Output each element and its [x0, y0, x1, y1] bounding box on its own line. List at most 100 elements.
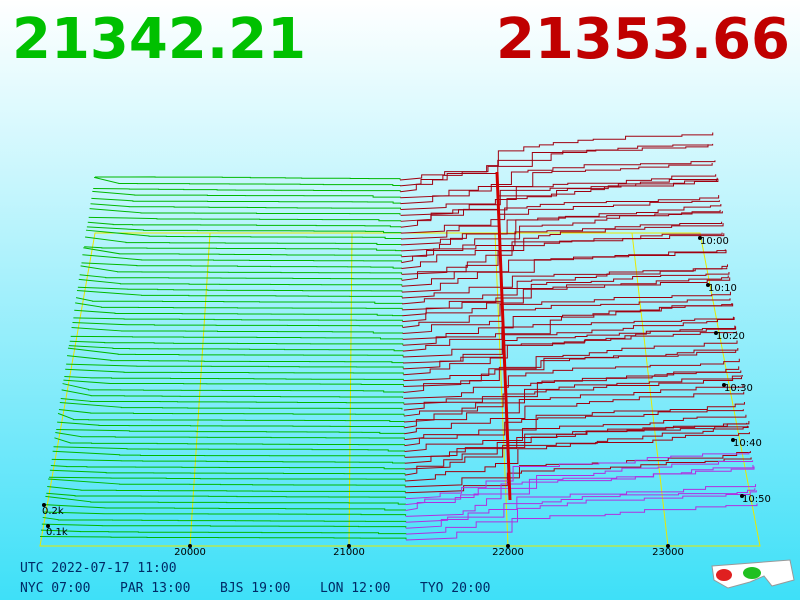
bid-line	[85, 229, 402, 239]
ask-wall	[495, 171, 512, 501]
depth-lines	[39, 132, 758, 541]
ask-line	[405, 488, 756, 523]
time-tick-label: 10:00	[700, 236, 729, 247]
bid-line	[90, 203, 401, 210]
ask-line	[405, 490, 757, 535]
ask-line	[400, 162, 713, 199]
bid-line	[93, 187, 401, 192]
price-tick-label: 23000	[652, 547, 684, 558]
bid-line	[43, 511, 407, 516]
depth-tick-label: 0.1k	[46, 527, 68, 538]
ask-line	[404, 421, 750, 476]
ask-line	[400, 195, 720, 234]
price-tick-label: 21000	[333, 547, 365, 558]
ask-line	[404, 409, 744, 447]
ask-line	[400, 200, 720, 240]
ask-line	[402, 264, 728, 305]
bid-line	[62, 383, 405, 393]
depth-tick-label: 0.2k	[42, 506, 64, 517]
bid-line	[40, 529, 407, 535]
ask-line	[404, 432, 750, 482]
ask-line	[404, 391, 745, 435]
ask-line	[400, 174, 717, 211]
time-tick-label: 10:20	[716, 331, 745, 342]
bid-line	[75, 297, 403, 304]
ask-line	[402, 277, 731, 323]
ask-line	[404, 426, 749, 470]
bid-line	[46, 492, 406, 499]
ask-line	[402, 272, 730, 317]
bid-line	[51, 458, 406, 464]
bid-line	[79, 274, 403, 280]
bid-line	[59, 402, 403, 410]
ask-line	[403, 375, 743, 423]
ask-line	[401, 232, 723, 281]
bid-line	[53, 446, 406, 452]
tick-dot	[731, 438, 735, 442]
utc-time: UTC 2022-07-17 11:00	[20, 561, 177, 576]
ask-line	[402, 298, 731, 334]
bid-line	[84, 246, 402, 252]
bid-line	[49, 476, 406, 481]
tick-dot	[188, 544, 192, 548]
bid-line	[55, 432, 405, 440]
bid-line	[60, 397, 405, 404]
bid-line	[71, 326, 404, 334]
ask-line	[400, 132, 714, 187]
bid-line	[85, 236, 402, 245]
ask-line	[401, 249, 727, 293]
ask-line	[403, 370, 742, 411]
ask-line	[404, 384, 744, 429]
ask-line	[404, 414, 747, 452]
bid-line	[61, 389, 404, 398]
bid-line	[87, 221, 402, 228]
clock-label: NYC 07:00	[20, 581, 90, 596]
bid-line	[41, 523, 407, 528]
price-tick-label: 20000	[174, 547, 206, 558]
bid-line	[72, 322, 403, 328]
bid-line	[52, 450, 406, 457]
ask-line	[405, 484, 757, 529]
ask-line	[401, 223, 724, 270]
tick-dot	[666, 544, 670, 548]
ask-line	[405, 460, 754, 506]
bid-line	[44, 504, 407, 511]
bid-line	[77, 286, 403, 292]
ask-line	[403, 350, 737, 393]
bid-line	[39, 536, 407, 540]
ask-line	[403, 331, 737, 376]
tick-dot	[714, 331, 718, 335]
ask-line	[400, 177, 718, 222]
axis-labels: 20000 21000 22000 23000 10:00 10:10 10:20 10:30…	[42, 236, 771, 558]
bid-line	[68, 345, 404, 352]
tick-dot	[722, 383, 726, 387]
bid-line	[54, 437, 405, 446]
ask-line	[401, 233, 725, 275]
bid-line	[56, 428, 405, 434]
ask-line	[403, 358, 740, 399]
clock-label: TYO 20:00	[420, 581, 490, 596]
time-tick-label: 10:30	[724, 383, 753, 394]
bid-line	[91, 197, 401, 204]
bid-line	[86, 226, 402, 234]
bid-line	[70, 335, 404, 340]
ask-line	[401, 203, 722, 252]
ask-line	[405, 464, 754, 511]
glasses-icon	[711, 559, 795, 589]
bid-line	[66, 363, 404, 369]
tick-dot	[42, 503, 46, 507]
ask-line	[399, 144, 709, 181]
clock-label: LON 12:00	[320, 581, 390, 596]
bid-line	[88, 216, 402, 222]
bid-line	[66, 355, 404, 364]
bid-line	[67, 347, 404, 357]
bid-line	[93, 176, 401, 187]
ask-line	[403, 340, 738, 382]
time-tick-label: 10:50	[742, 494, 771, 505]
bid-line	[64, 375, 404, 381]
ask-line	[403, 377, 743, 417]
ask-line	[405, 466, 755, 517]
tick-dot	[706, 283, 710, 287]
ask-line	[402, 291, 731, 329]
